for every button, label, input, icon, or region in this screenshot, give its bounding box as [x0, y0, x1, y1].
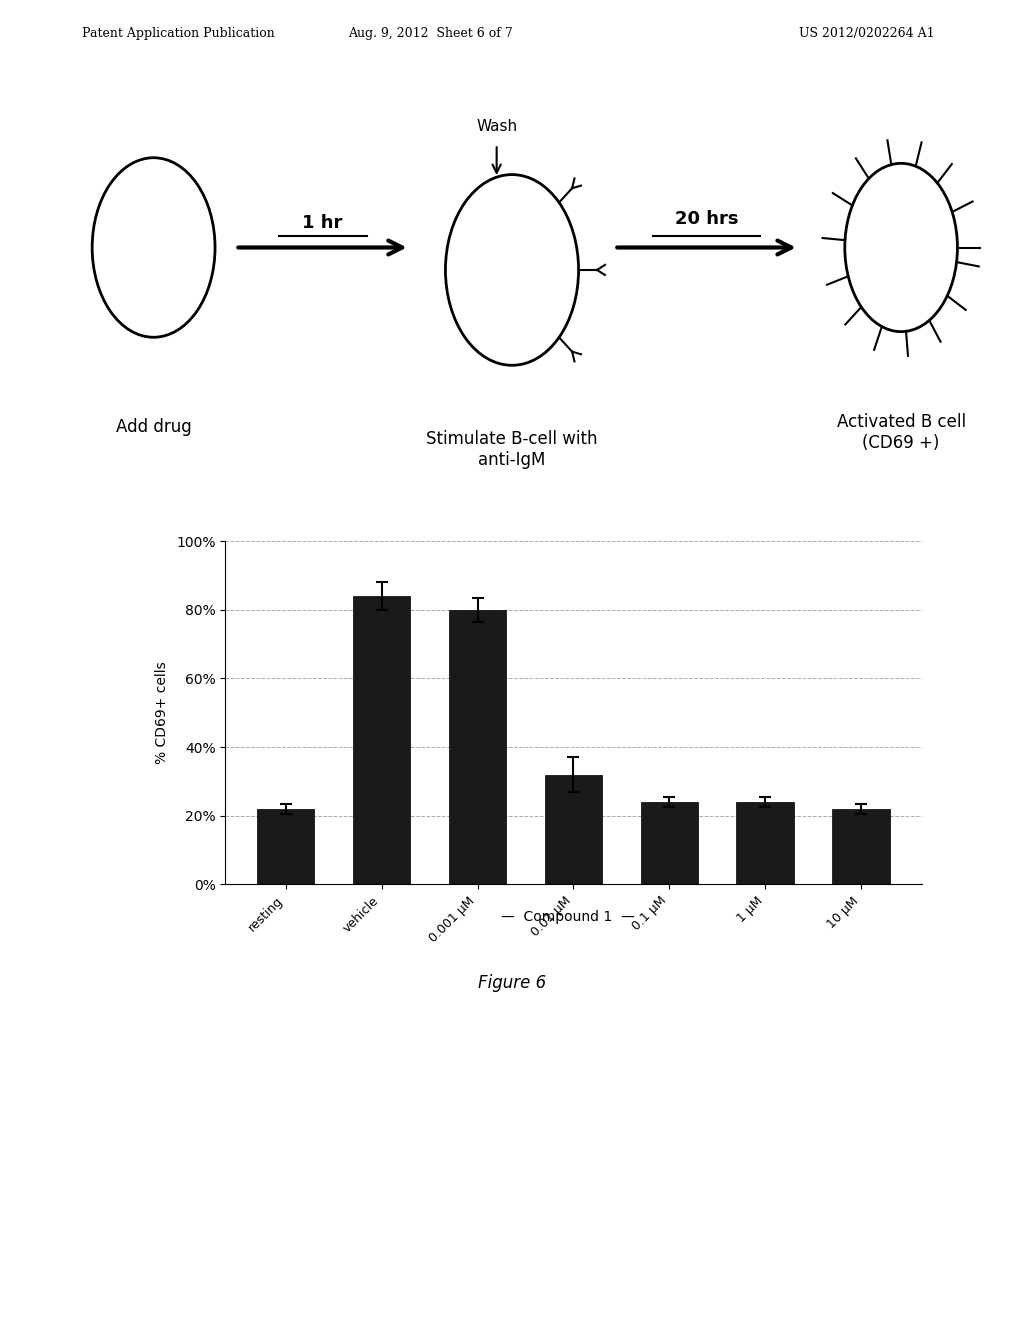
Text: Aug. 9, 2012  Sheet 6 of 7: Aug. 9, 2012 Sheet 6 of 7 — [348, 26, 512, 40]
Text: —  Compound 1  —: — Compound 1 — — [502, 911, 635, 924]
Bar — [257, 809, 314, 884]
Text: US 2012/0202264 A1: US 2012/0202264 A1 — [799, 26, 934, 40]
Bar — [449, 610, 506, 884]
Bar — [736, 803, 794, 884]
Text: 20 hrs: 20 hrs — [675, 210, 738, 228]
Text: 1 hr: 1 hr — [302, 214, 343, 232]
Y-axis label: % CD69+ cells: % CD69+ cells — [155, 661, 169, 764]
Text: Figure 6: Figure 6 — [478, 974, 546, 993]
Text: Wash: Wash — [476, 119, 517, 133]
Text: Patent Application Publication: Patent Application Publication — [82, 26, 274, 40]
Bar — [353, 597, 411, 884]
Text: Add drug: Add drug — [116, 418, 191, 436]
Bar — [641, 803, 698, 884]
Text: Activated B cell
(CD69 +): Activated B cell (CD69 +) — [837, 413, 966, 451]
Bar — [545, 775, 602, 884]
Bar — [833, 809, 890, 884]
Text: Stimulate B-cell with
anti-IgM: Stimulate B-cell with anti-IgM — [426, 430, 598, 469]
